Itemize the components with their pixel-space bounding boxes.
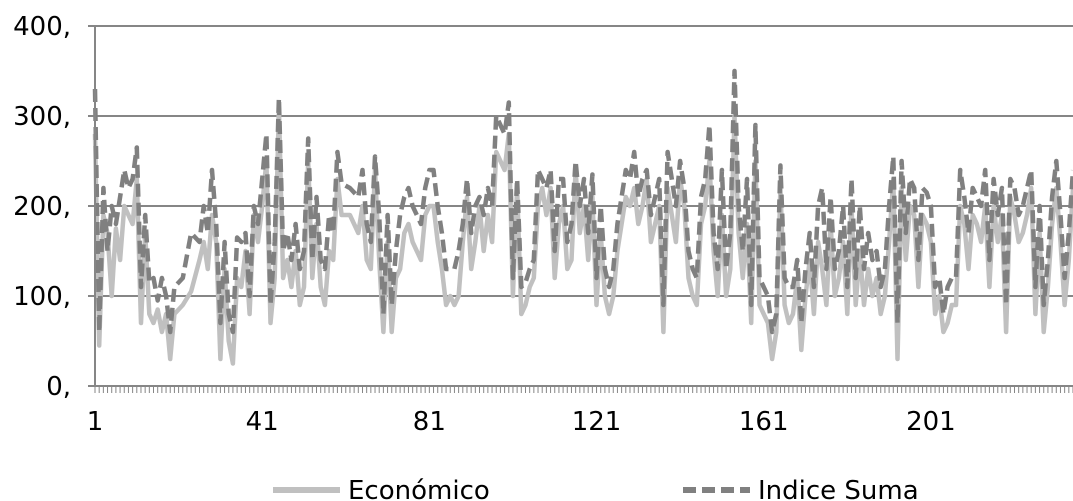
legend: Económico Indice Suma	[273, 476, 919, 501]
y-axis-tick-labels: 0, 100, 200, 300, 400,	[13, 12, 71, 402]
y-tick-label: 300,	[13, 102, 71, 132]
gridlines	[95, 25, 1073, 297]
x-tick-label: 41	[246, 407, 279, 437]
legend-label-2: Indice Suma	[758, 476, 919, 501]
series-line-2	[92, 68, 1073, 335]
legend-label-1: Económico	[348, 476, 490, 501]
series-lines	[92, 68, 1073, 366]
y-tick-label: 200,	[13, 192, 71, 222]
x-axis-tick-labels: 1 41 81 121 161 201	[87, 407, 956, 437]
x-tick-label: 201	[906, 407, 956, 437]
x-tick-label: 1	[87, 407, 104, 437]
x-tick-label: 81	[413, 407, 446, 437]
y-tick-label: 100,	[13, 282, 71, 312]
axes	[88, 25, 1073, 393]
x-tick-label: 121	[572, 407, 622, 437]
series-line-1	[92, 104, 1073, 366]
y-tick-label: 400,	[13, 12, 71, 42]
x-tick-label: 161	[739, 407, 789, 437]
y-tick-label: 0,	[46, 372, 71, 402]
